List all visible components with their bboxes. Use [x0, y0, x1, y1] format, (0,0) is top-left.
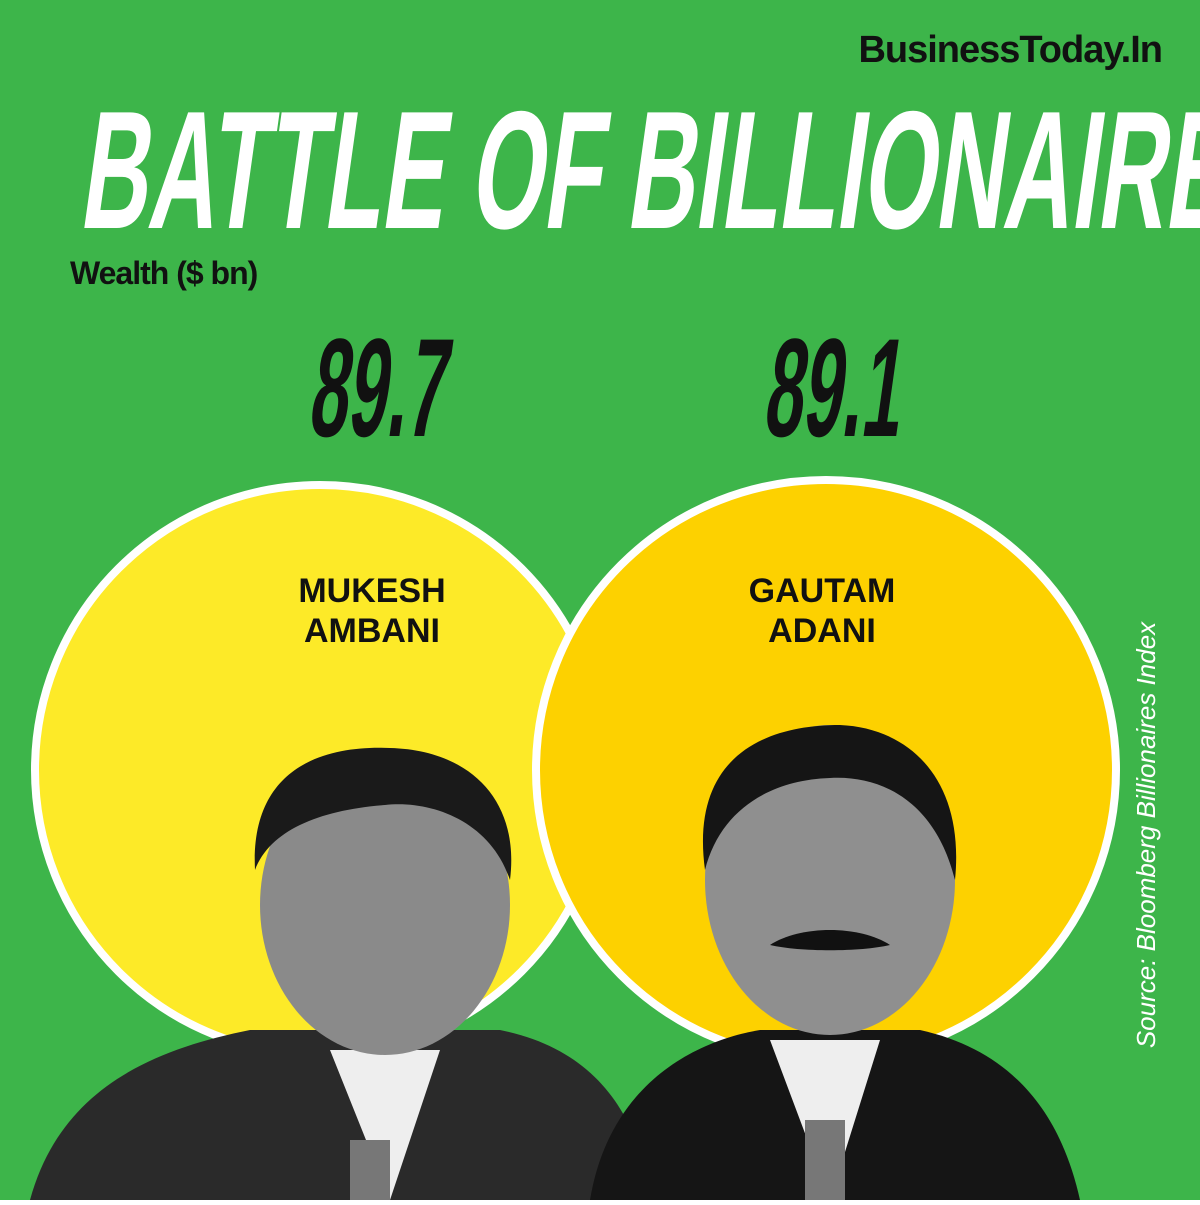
wealth-value: 89.7: [303, 309, 461, 466]
person-name: AMBANI: [304, 612, 440, 650]
person-name: GAUTAM: [749, 572, 896, 610]
person-name: ADANI: [768, 612, 876, 650]
portrait: [590, 725, 1080, 1200]
wealth-value: 89.1: [758, 309, 916, 466]
person-name: MUKESH: [298, 572, 445, 610]
title-group: BATTLE OF BILLIONAIRES: [73, 77, 1200, 264]
portrait: [30, 747, 650, 1200]
value-group: 89.7: [303, 309, 461, 466]
source: Source: Bloomberg Billionaires Index: [1131, 621, 1161, 1048]
subtitle: Wealth ($ bn): [70, 255, 258, 291]
value-group: 89.1: [758, 309, 916, 466]
title: BATTLE OF BILLIONAIRES: [73, 77, 1200, 264]
brand: BusinessToday.In: [858, 29, 1162, 71]
